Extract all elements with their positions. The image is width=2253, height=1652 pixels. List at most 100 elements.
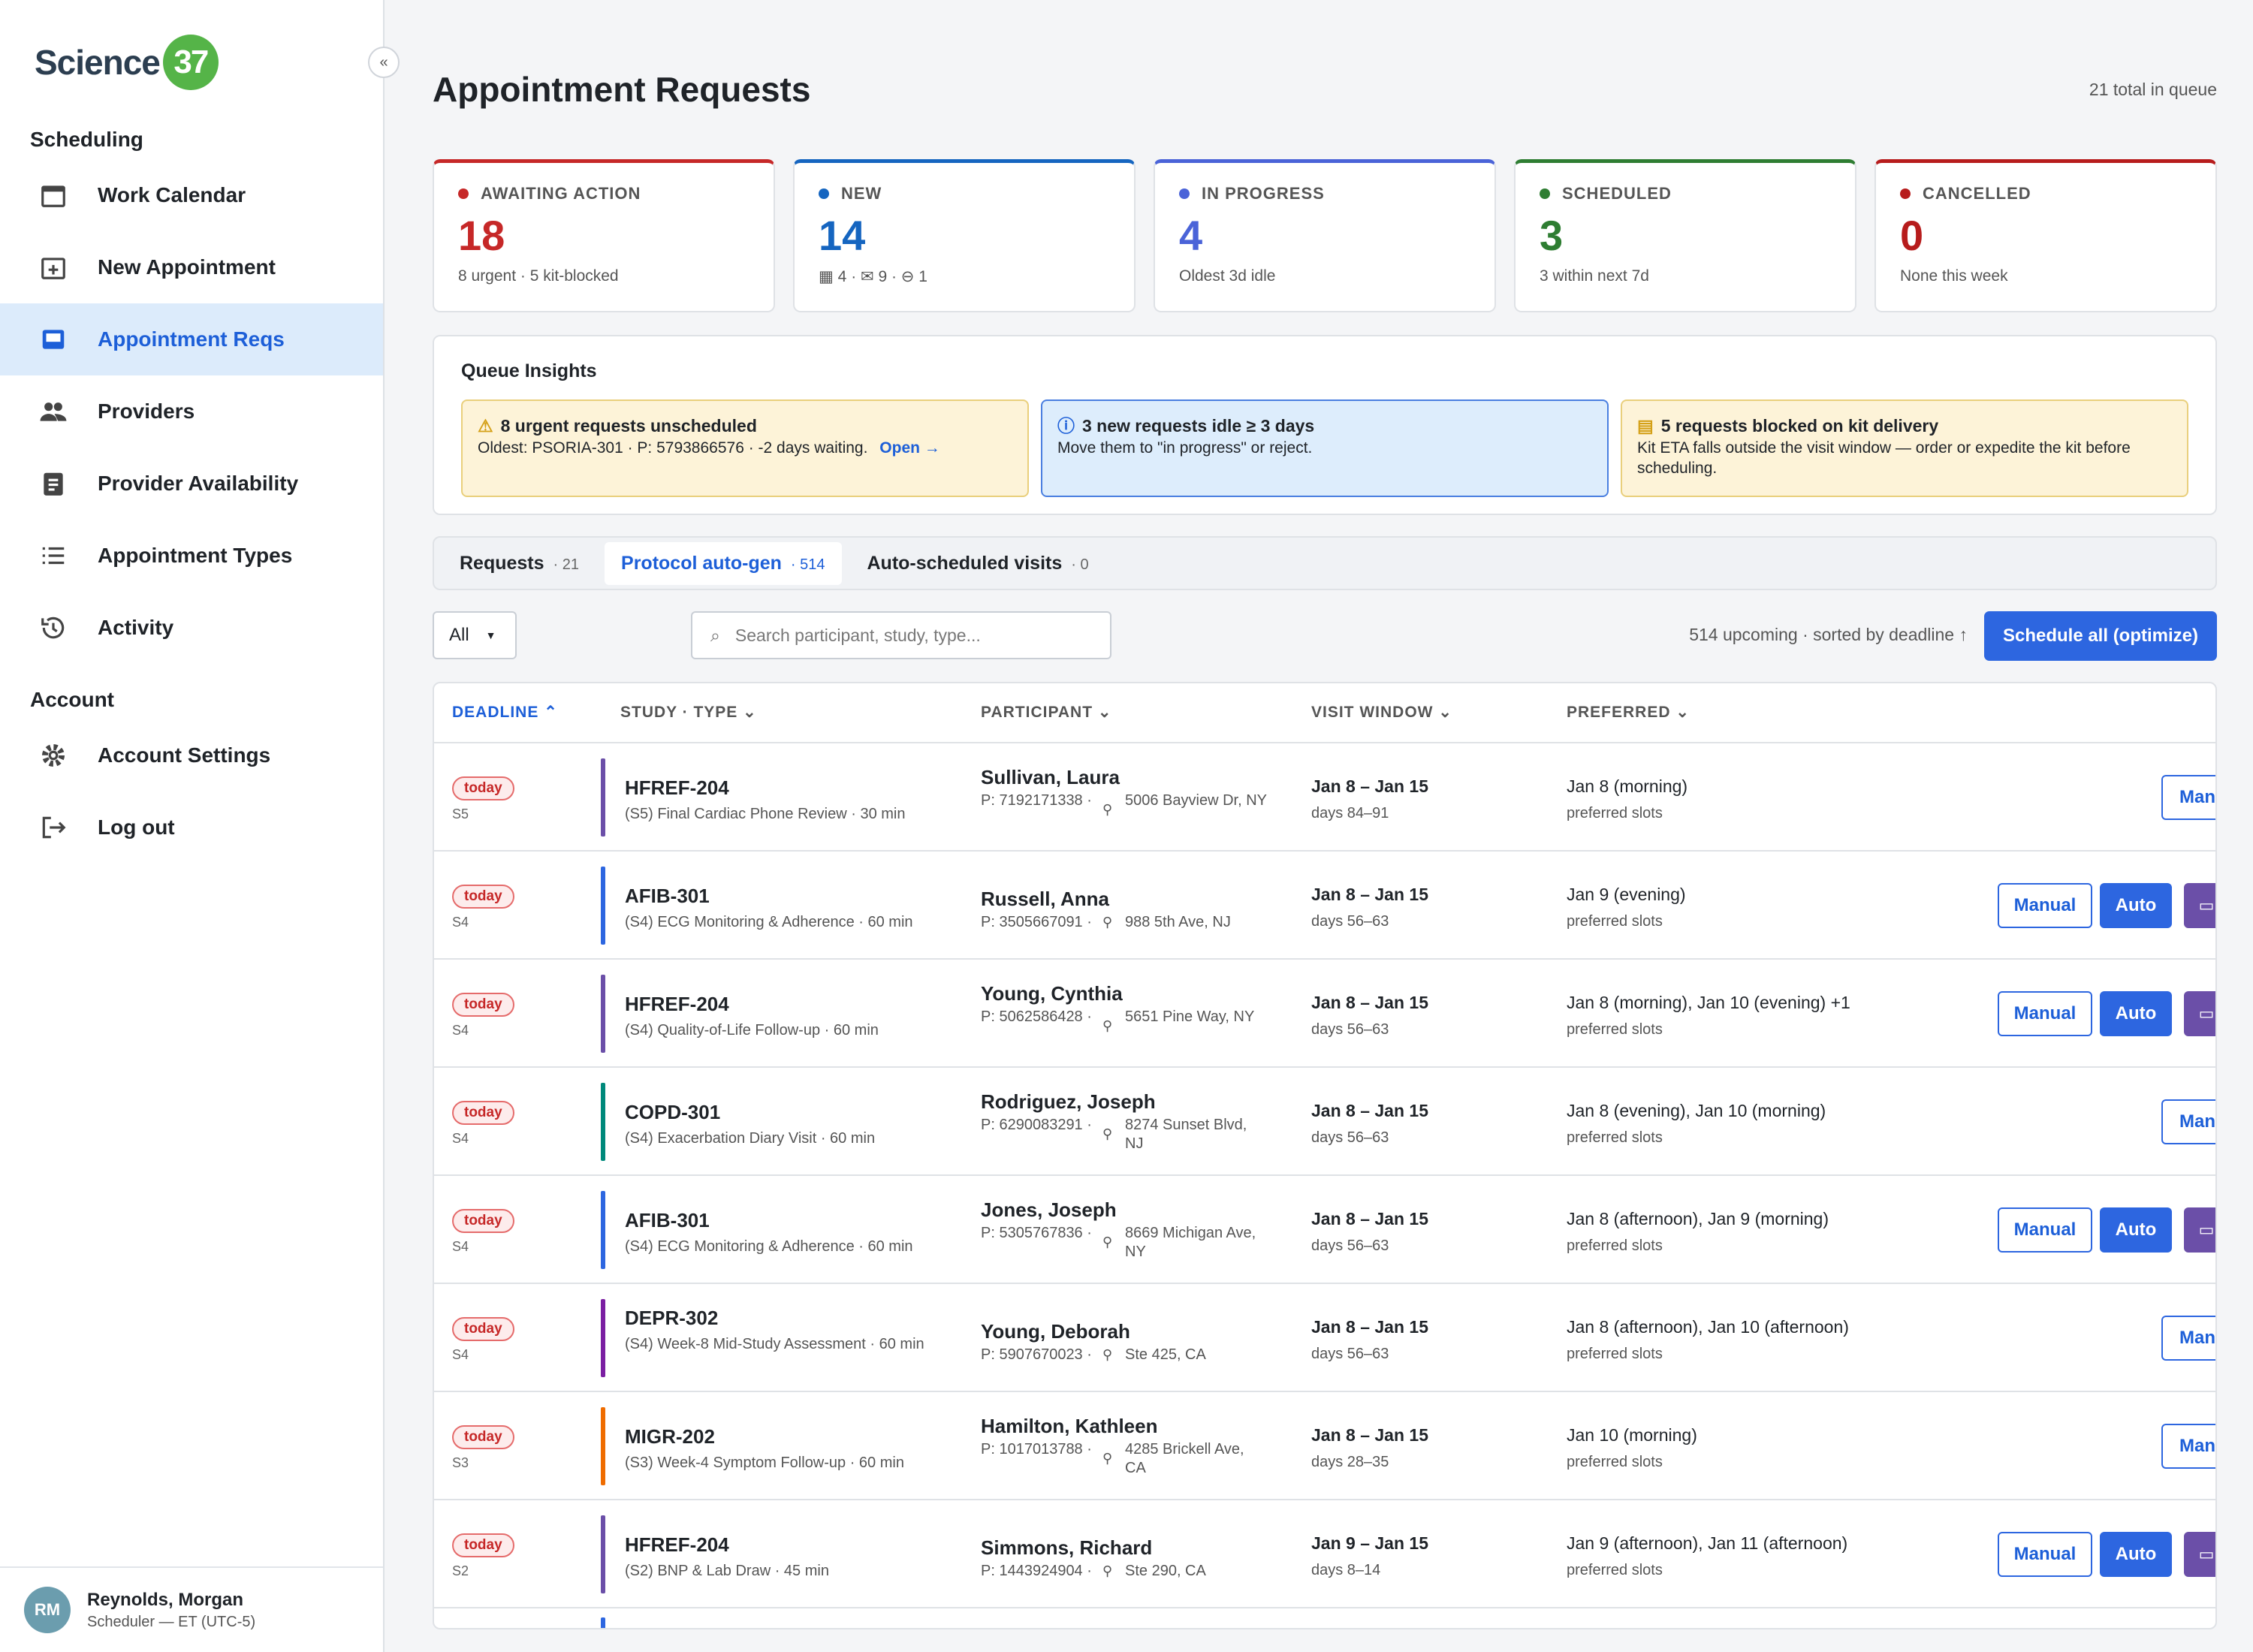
visit-days: days 84–91 (1311, 805, 1389, 821)
sidebar-item-work-calendar[interactable]: Work Calendar (0, 159, 383, 231)
collapse-sidebar-button[interactable]: « (368, 47, 400, 78)
chat-icon[interactable]: ▭ (2184, 883, 2215, 928)
manual-button[interactable]: Manual (1998, 883, 2092, 928)
chevron-down-icon: ⌄ (1675, 704, 1690, 721)
auto-button[interactable]: Auto (2100, 883, 2172, 928)
visit-type: (S4) ECG Monitoring & Adherence · 60 min (625, 914, 913, 930)
stat-card-new[interactable]: NEW 14 ▦ 4 · ✉ 9 · ⊖ 1 (793, 159, 1136, 312)
participant-name[interactable]: Rodriguez, Joseph (981, 1090, 1156, 1113)
participant-name[interactable]: Sullivan, Laura (981, 766, 1120, 788)
visit-window: Jan 8 – Jan 15 (1311, 1425, 1428, 1445)
header-study[interactable]: STUDY · TYPE ⌄ (620, 703, 757, 722)
table-row[interactable]: today S4 HFREF-204 (S4) Quality-of-Life Fol… (434, 960, 2215, 1068)
sidebar-item-label: Work Calendar (98, 183, 246, 206)
header-participant[interactable]: PARTICIPANT ⌄ (981, 703, 1112, 722)
logout-icon (39, 813, 98, 842)
header-label: DEADLINE (452, 704, 539, 721)
open-link[interactable]: Open → (879, 439, 940, 457)
chat-icon[interactable]: ▭ (2184, 991, 2215, 1036)
study-color-bar (601, 1407, 605, 1485)
manual-button[interactable]: Manu (2161, 1099, 2215, 1144)
stat-card-in-progress[interactable]: IN PROGRESS 4 Oldest 3d idle (1154, 159, 1496, 312)
auto-button[interactable]: Auto (2100, 991, 2172, 1036)
list-icon (39, 541, 98, 570)
stage-label: S5 (452, 806, 469, 821)
logo[interactable]: Science 37 (35, 35, 219, 90)
table-row-partial (434, 1608, 2215, 1628)
preferred-slots: Jan 8 (evening), Jan 10 (morning) (1567, 1101, 1826, 1120)
manual-button[interactable]: Manual (1998, 1532, 2092, 1577)
tab-count: · 21 (553, 556, 580, 573)
logo-badge: 37 (162, 35, 219, 90)
card-subtext: 8 urgent · 5 kit-blocked (458, 267, 619, 285)
table-row[interactable]: today S3 MIGR-202 (S3) Week-4 Symptom Follo… (434, 1392, 2215, 1500)
sidebar-item-account-settings[interactable]: Account Settings (0, 719, 383, 791)
chat-icon[interactable]: ▭ (2184, 1532, 2215, 1577)
table-row[interactable]: today S4 COPD-301 (S4) Exacerbation Diary V… (434, 1068, 2215, 1176)
manual-button[interactable]: Manu (2161, 775, 2215, 820)
table-row[interactable]: today S4 AFIB-301 (S4) ECG Monitoring & Adh… (434, 1176, 2215, 1284)
stat-card-scheduled[interactable]: SCHEDULED 3 3 within next 7d (1514, 159, 1856, 312)
participant-name[interactable]: Young, Cynthia (981, 982, 1123, 1005)
sidebar-item-label: Providers (98, 399, 195, 423)
manual-button[interactable]: Manu (2161, 1424, 2215, 1469)
study-color-bar (601, 1299, 605, 1377)
info-icon: ⓘ (1057, 416, 1075, 436)
table-row[interactable]: today S4 AFIB-301 (S4) ECG Monitoring & Adh… (434, 852, 2215, 960)
tab-auto-scheduled[interactable]: Auto-scheduled visits · 0 (867, 553, 1089, 574)
header-deadline[interactable]: DEADLINE ⌃ (452, 703, 558, 722)
sidebar-item-appointment-types[interactable]: Appointment Types (0, 520, 383, 592)
auto-button[interactable]: Auto (2100, 1532, 2172, 1577)
sidebar-item-provider-availability[interactable]: Provider Availability (0, 448, 383, 520)
header-window[interactable]: VISIT WINDOW ⌄ (1311, 703, 1452, 722)
visit-type: (S5) Final Cardiac Phone Review · 30 min (625, 806, 906, 822)
preferred-label: preferred slots (1567, 1129, 1663, 1146)
sidebar-item-providers[interactable]: Providers (0, 375, 383, 448)
visit-type: (S3) Week-4 Symptom Follow-up · 60 min (625, 1455, 904, 1471)
manual-button[interactable]: Manu (2161, 1316, 2215, 1361)
auto-button[interactable]: Auto (2100, 1207, 2172, 1253)
participant-address: 8669 Michigan Ave, NY (1125, 1225, 1256, 1260)
stat-card-cancelled[interactable]: CANCELLED 0 None this week (1874, 159, 2217, 312)
participant-name[interactable]: Hamilton, Kathleen (981, 1415, 1158, 1437)
sidebar-item-activity[interactable]: Activity (0, 592, 383, 664)
card-subtext: Oldest 3d idle (1179, 267, 1276, 285)
sidebar-item-log-out[interactable]: Log out (0, 791, 383, 864)
insights-title: Queue Insights (461, 360, 597, 381)
preferred-label: preferred slots (1567, 805, 1663, 821)
manual-button[interactable]: Manual (1998, 1207, 2092, 1253)
user-profile[interactable]: RM Reynolds, Morgan Scheduler — ET (UTC-… (0, 1566, 383, 1652)
location-pin-icon: ⚲ (1102, 1563, 1113, 1578)
sidebar-item-appointment-reqs[interactable]: Appointment Reqs (0, 303, 383, 375)
stat-card-awaiting-action[interactable]: AWAITING ACTION 18 8 urgent · 5 kit-blocke… (433, 159, 775, 312)
card-subtext: None this week (1900, 267, 2008, 285)
participant-name[interactable]: Simmons, Richard (981, 1536, 1153, 1559)
sidebar-item-label: Appointment Reqs (98, 327, 285, 351)
search-input[interactable]: ⌕ Search participant, study, type... (691, 611, 1111, 659)
tab-protocol-auto-gen[interactable]: Protocol auto-gen · 514 (605, 541, 842, 585)
calendar-icon (39, 181, 98, 210)
study-color-bar (601, 1617, 605, 1628)
participant-name[interactable]: Young, Deborah (981, 1320, 1130, 1343)
table-row[interactable]: today S2 HFREF-204 (S2) BNP & Lab Draw · 45… (434, 1500, 2215, 1608)
preferred-slots: Jan 8 (morning), Jan 10 (evening) +1 (1567, 993, 1850, 1012)
tab-requests[interactable]: Requests · 21 (460, 553, 579, 574)
participant-phone: P: 5907670023 · (981, 1346, 1092, 1363)
schedule-all-button[interactable]: Schedule all (optimize) (1984, 611, 2217, 661)
location-pin-icon: ⚲ (1102, 1126, 1113, 1141)
chat-icon[interactable]: ▭ (2184, 1207, 2215, 1253)
insight-idle-head: 3 new requests idle ≥ 3 days (1082, 416, 1315, 436)
sidebar-item-new-appointment[interactable]: New Appointment (0, 231, 383, 303)
card-value: 0 (1900, 212, 1924, 259)
manual-button[interactable]: Manual (1998, 991, 2092, 1036)
table-row[interactable]: today S4 DEPR-302 (S4) Week-8 Mid-Study Ass… (434, 1284, 2215, 1392)
participant-address: Ste 290, CA (1125, 1563, 1206, 1579)
table-row[interactable]: today S5 HFREF-204 (S5) Final Cardiac Phone… (434, 743, 2215, 852)
filter-value: All (449, 625, 469, 645)
header-preferred[interactable]: PREFERRED ⌄ (1567, 703, 1690, 722)
filter-select[interactable]: All ▼ (433, 611, 517, 659)
participant-name[interactable]: Jones, Joseph (981, 1198, 1117, 1221)
visit-type: (S2) BNP & Lab Draw · 45 min (625, 1563, 829, 1579)
participant-name[interactable]: Russell, Anna (981, 888, 1109, 910)
visit-window: Jan 8 – Jan 15 (1311, 1101, 1428, 1120)
